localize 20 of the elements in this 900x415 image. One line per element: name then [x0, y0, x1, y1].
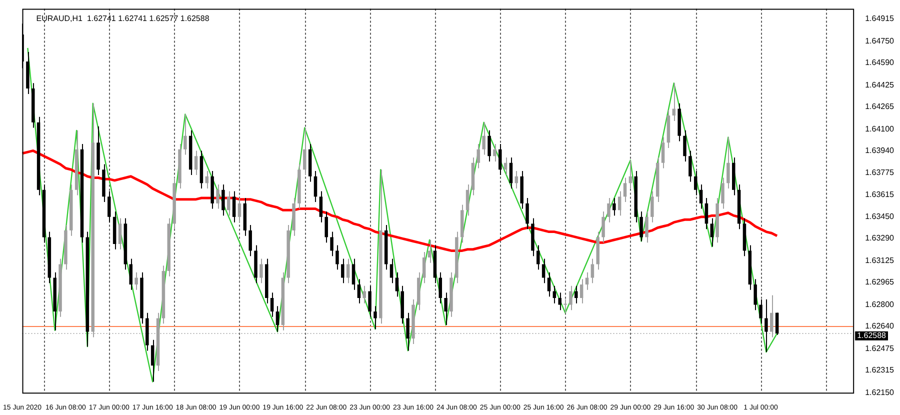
y-tick-label: 1.63940 [865, 146, 895, 155]
y-tick-label: 1.64750 [865, 36, 895, 46]
y-tick-label: 1.62965 [865, 278, 895, 287]
y-tick-label: 1.62640 [865, 322, 895, 331]
y-tick-label: 1.63125 [865, 256, 895, 266]
y-tick-label: 1.63615 [865, 190, 895, 199]
y-tick-label: 1.62315 [865, 366, 895, 375]
y-tick-label: 1.62475 [865, 344, 895, 353]
text: EURAUD,H1 1.62741 1.62741 1.62577 1.62588 [36, 14, 210, 24]
y-tick-label: 1.64425 [865, 80, 895, 90]
y-tick-label: 1.63290 [865, 234, 895, 243]
ref-line-label: 1.62588 [857, 331, 887, 340]
y-tick-label: 1.64590 [865, 58, 895, 68]
y-tick-label: 1.64265 [865, 102, 895, 111]
y-tick-label: 1.63775 [865, 168, 895, 178]
y-tick-label: 1.63450 [865, 212, 895, 222]
y-tick-label: 1.62800 [865, 300, 895, 309]
y-tick-label: 1.62150 [865, 388, 895, 397]
y-tick-label: 1.64915 [865, 14, 895, 24]
y-tick-label: 1.64100 [865, 124, 895, 134]
